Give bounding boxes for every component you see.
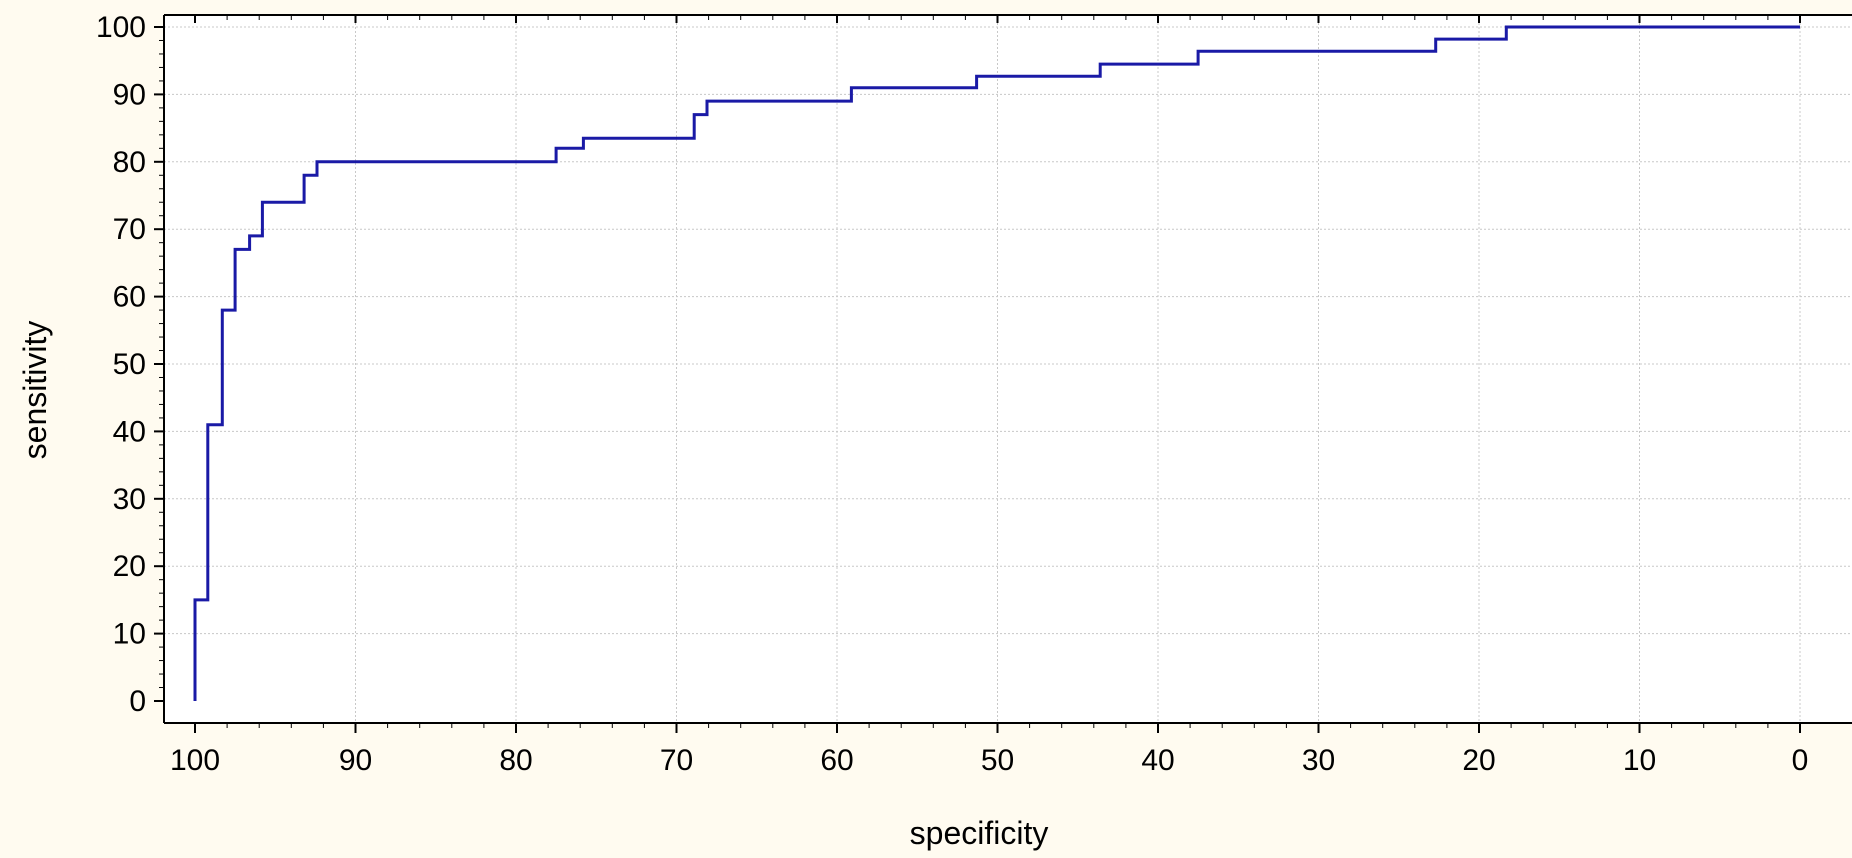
y-axis-title: sensitivity bbox=[17, 321, 53, 460]
y-tick-label-60: 60 bbox=[113, 281, 146, 314]
x-ticks: 100 90 80 70 60 50 40 30 20 10 0 bbox=[170, 15, 1808, 777]
axes bbox=[163, 14, 1852, 724]
y-tick-label-30: 30 bbox=[113, 483, 146, 516]
x-tick-label-0: 0 bbox=[1792, 744, 1809, 777]
y-tick-label-40: 40 bbox=[113, 415, 146, 448]
y-tick-label-50: 50 bbox=[113, 348, 146, 381]
y-tick-label-10: 10 bbox=[113, 618, 146, 651]
x-tick-label-10: 10 bbox=[1623, 744, 1656, 777]
x-tick-label-20: 20 bbox=[1462, 744, 1495, 777]
x-tick-label-40: 40 bbox=[1141, 744, 1174, 777]
y-tick-label-100: 100 bbox=[96, 11, 146, 44]
series-line-0 bbox=[193, 25, 1800, 701]
y-tick-label-0: 0 bbox=[129, 685, 146, 718]
x-tick-label-50: 50 bbox=[981, 744, 1014, 777]
x-tick-label-90: 90 bbox=[339, 744, 372, 777]
y-tick-label-90: 90 bbox=[113, 78, 146, 111]
x-tick-label-30: 30 bbox=[1302, 744, 1335, 777]
x-tick-label-60: 60 bbox=[820, 744, 853, 777]
y-tick-label-70: 70 bbox=[113, 213, 146, 246]
y-tick-label-80: 80 bbox=[113, 146, 146, 179]
series-layer bbox=[193, 25, 1800, 701]
x-tick-label-100: 100 bbox=[170, 744, 220, 777]
plot-background bbox=[164, 15, 1852, 723]
y-ticks: 0 10 20 30 40 50 60 70 80 90 100 bbox=[96, 11, 164, 718]
x-tick-label-70: 70 bbox=[660, 744, 693, 777]
grid-lines bbox=[164, 15, 1852, 723]
y-tick-label-20: 20 bbox=[113, 550, 146, 583]
x-axis-title: specificity bbox=[910, 815, 1049, 851]
x-tick-label-80: 80 bbox=[499, 744, 532, 777]
